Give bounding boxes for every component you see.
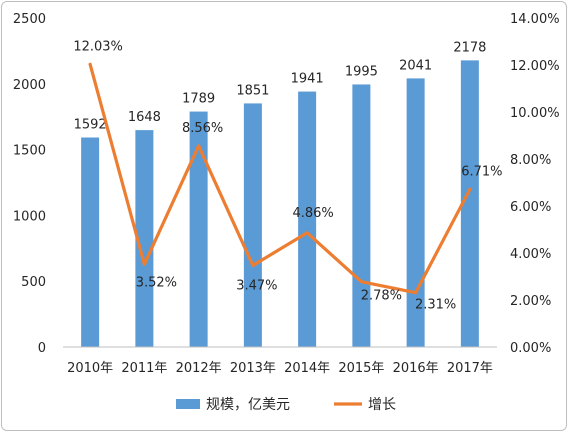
bar (460, 60, 479, 348)
legend-label-line: 增长 (368, 397, 396, 413)
bar-value-label: 1648 (128, 110, 161, 125)
y-right-tick-label: 6.00% (510, 200, 551, 215)
bar (352, 84, 371, 347)
y-left-tick-label: 2000 (13, 78, 46, 93)
bar (243, 103, 262, 347)
bar (298, 91, 317, 348)
bar-value-label: 2041 (399, 58, 432, 73)
line-value-label: 2.31% (415, 298, 456, 313)
line-value-label: 3.52% (136, 275, 177, 290)
bar-value-label: 2178 (453, 40, 486, 55)
growth-line (88, 62, 472, 295)
bar-value-label: 1941 (291, 72, 324, 87)
y-left-tick-label: 2500 (13, 12, 46, 27)
bar (406, 78, 425, 347)
bar-value-label: 1789 (182, 92, 215, 107)
line-value-label: 3.47% (236, 278, 277, 293)
x-tick-label: 2017年 (447, 361, 493, 376)
x-tick-label: 2014年 (284, 361, 330, 376)
legend-label-bars: 规模，亿美元 (206, 397, 290, 413)
legend-swatch-bars (176, 399, 200, 409)
y-right-tick-label: 0.00% (510, 341, 551, 356)
bar (135, 130, 154, 347)
x-tick-label: 2011年 (121, 361, 167, 376)
x-tick-label: 2016年 (393, 361, 439, 376)
line-value-label: 8.56% (182, 121, 223, 136)
y-left-tick-label: 1000 (13, 209, 46, 224)
x-tick-label: 2010年 (67, 361, 113, 376)
y-left-tick-label: 500 (21, 275, 46, 290)
line-value-label: 6.71% (461, 164, 502, 179)
x-tick-label: 2012年 (176, 361, 222, 376)
y-right-tick-label: 12.00% (510, 59, 560, 74)
y-right-tick-label: 14.00% (510, 12, 560, 27)
y-right-tick-label: 10.00% (510, 106, 560, 121)
y-right-tick-label: 4.00% (510, 247, 551, 262)
bar (189, 111, 208, 347)
bar-value-label: 1851 (236, 83, 269, 98)
y-right-tick-label: 8.00% (510, 153, 551, 168)
x-tick-label: 2015年 (338, 361, 384, 376)
bar-value-label: 1995 (345, 64, 378, 79)
bar-value-label: 1592 (74, 117, 107, 132)
line-value-label: 2.78% (361, 289, 402, 304)
line-value-label: 12.03% (73, 39, 123, 54)
x-tick-label: 2013年 (230, 361, 276, 376)
y-left-tick-label: 1500 (13, 144, 46, 159)
y-left-tick-label: 0 (38, 341, 46, 356)
bar (81, 137, 100, 347)
y-right-tick-label: 2.00% (510, 294, 551, 309)
line-value-label: 4.86% (292, 206, 333, 221)
